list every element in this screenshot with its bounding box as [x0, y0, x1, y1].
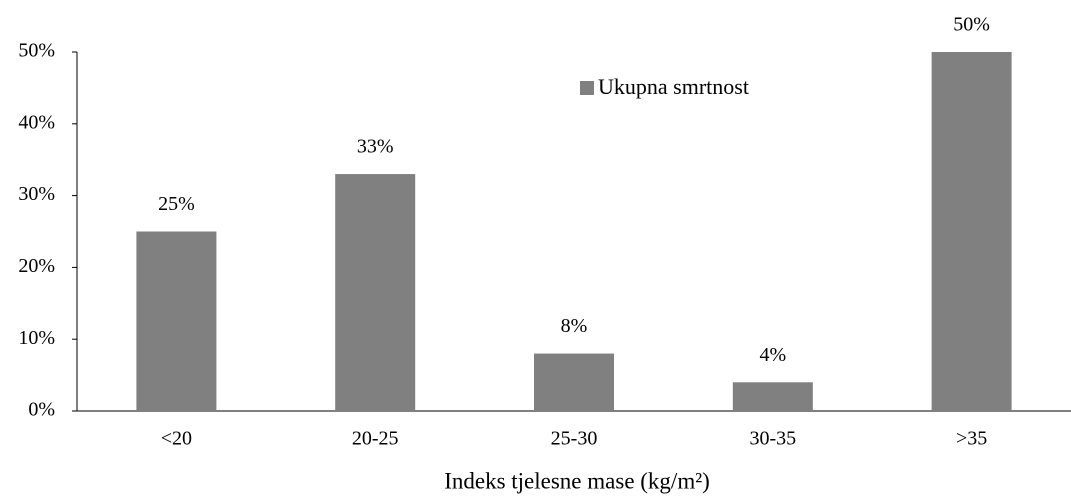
value-label: 33%: [357, 136, 394, 158]
x-tick-label: <20: [161, 428, 192, 450]
value-label: 4%: [759, 344, 786, 366]
legend-label: Ukupna smrtnost: [598, 74, 749, 99]
bar: [931, 52, 1012, 411]
value-label: 8%: [561, 315, 588, 337]
x-tick-label: 20-25: [352, 428, 399, 450]
y-tick-label: 40%: [18, 111, 55, 133]
x-axis-title: Indeks tjelesne mase (kg/m²): [444, 468, 710, 493]
bar: [335, 174, 416, 411]
y-tick-label: 10%: [18, 327, 55, 349]
x-tick-label: 30-35: [749, 428, 796, 450]
y-tick-label: 50%: [18, 40, 55, 62]
x-tick-label: >35: [956, 428, 987, 450]
x-tick-label: 25-30: [551, 428, 598, 450]
bar: [732, 382, 813, 411]
y-tick-label: 20%: [18, 255, 55, 277]
y-tick-label: 30%: [18, 183, 55, 205]
value-label: 25%: [158, 193, 195, 215]
y-tick-label: 0%: [28, 399, 55, 421]
bar: [136, 231, 217, 411]
legend-swatch: [580, 81, 594, 95]
value-label: 50%: [953, 14, 990, 36]
bar: [534, 353, 614, 411]
